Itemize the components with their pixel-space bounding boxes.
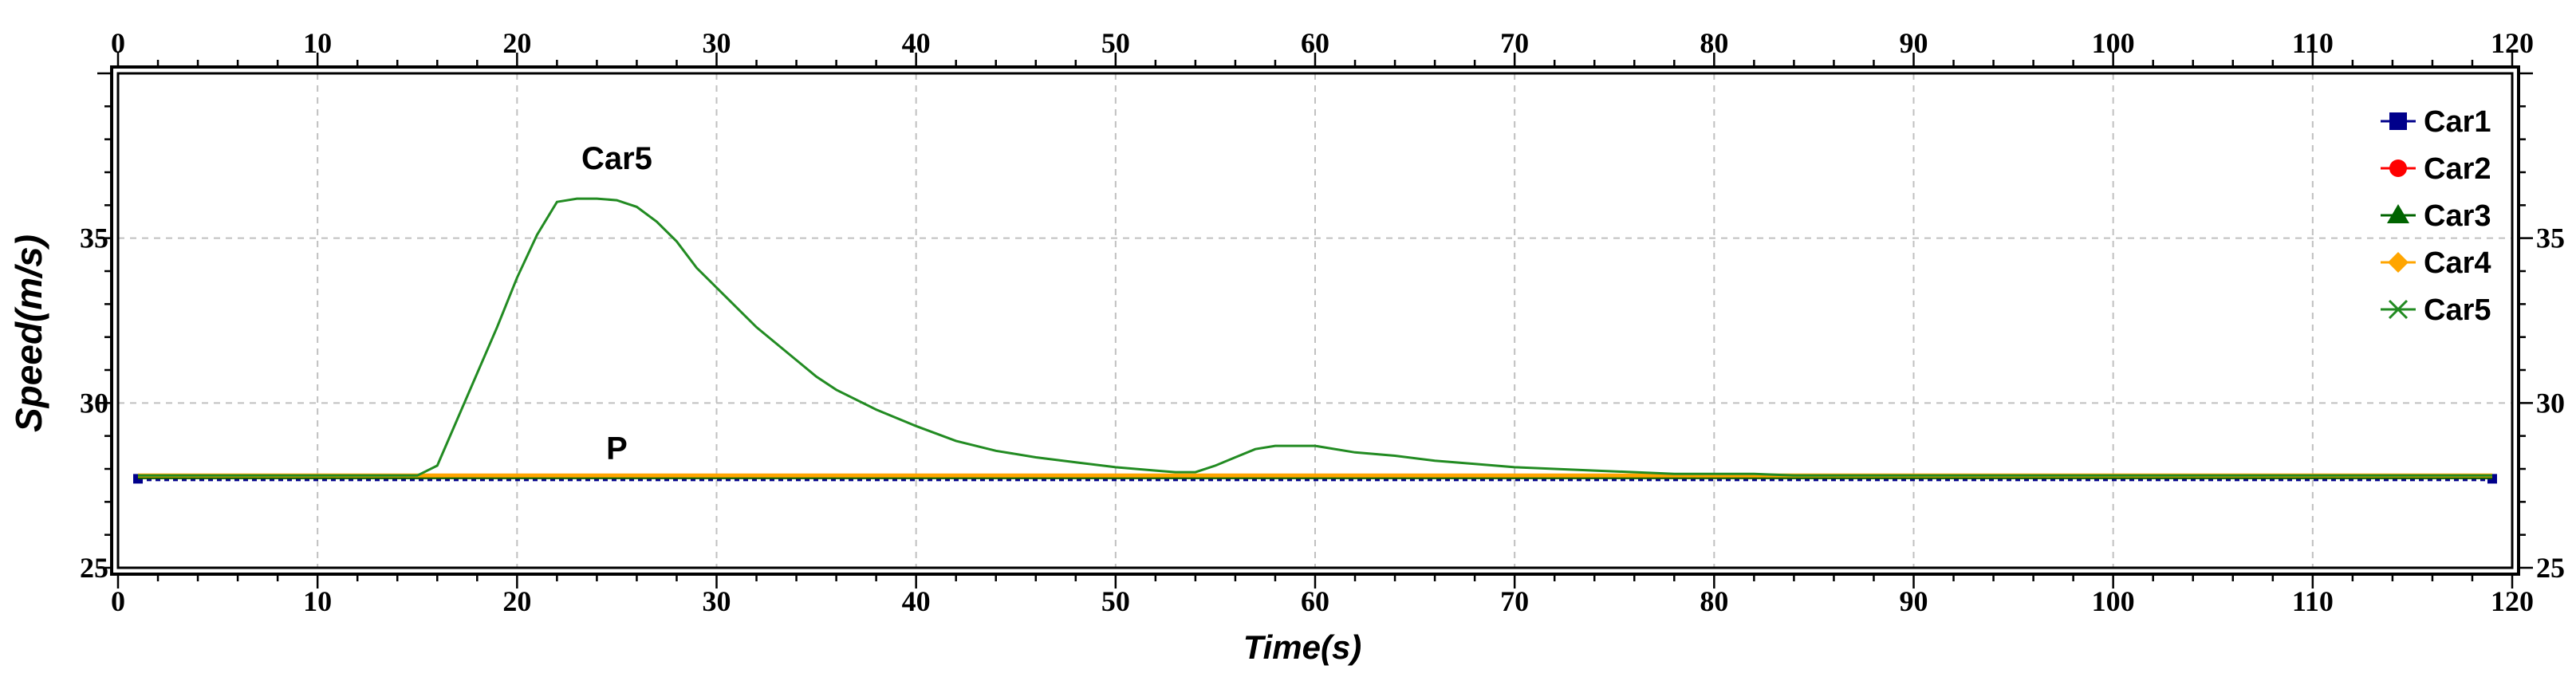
legend-item-car1: Car1 [2381,105,2491,139]
x-tick-label-bottom: 40 [902,585,931,617]
x-tick-label-bottom: 80 [1700,585,1728,617]
x-tick-label-bottom: 20 [502,585,531,617]
legend-marker-x [2388,299,2409,320]
x-tick-label-bottom: 60 [1301,585,1329,617]
x-tick-label-bottom: 90 [1900,585,1928,617]
legend-marker-square [2389,112,2407,130]
legend-label: Car5 [2424,293,2491,327]
legend-item-car2: Car2 [2381,152,2491,186]
x-tick-label-bottom: 30 [703,585,731,617]
legend-label: Car1 [2424,105,2491,139]
x-tick-label-top: 30 [703,27,731,59]
y-tick-label-left: 30 [80,387,108,419]
x-tick-label-bottom: 100 [2092,585,2135,617]
x-tick-label-top: 40 [902,27,931,59]
legend-label: Car2 [2424,152,2491,186]
x-tick-label-top: 80 [1700,27,1728,59]
legend: Car1 Car2 Car3 Car4 Car5 [2381,105,2491,327]
y-tick-label-left: 25 [80,552,108,584]
x-tick-label-top: 20 [502,27,531,59]
legend-item-car4: Car4 [2381,246,2491,280]
x-tick-label-top: 70 [1500,27,1529,59]
annotations: Car5 P [581,141,652,467]
x-tick-label-top: 120 [2491,27,2534,59]
grid [118,73,2512,568]
legend-item-car5: Car5 [2381,293,2491,327]
y-tick-label-right: 30 [2536,387,2565,419]
x-tick-label-top: 100 [2092,27,2135,59]
x-tick-label-bottom: 50 [1101,585,1130,617]
x-tick-label-top: 0 [111,27,125,59]
x-tick-label-bottom: 120 [2491,585,2534,617]
legend-item-car3: Car3 [2381,199,2491,233]
legend-marker-triangle [2387,204,2409,223]
legend-marker-diamond [2388,252,2409,273]
x-tick-label-bottom: 0 [111,585,125,617]
axis-ticks: 0 0 10 10 20 20 30 30 40 40 50 50 60 60 70 70 80 80 90 90 10… [80,27,2565,617]
y-axis-title: Speed(m/s) [8,234,49,432]
x-tick-label-top: 50 [1101,27,1130,59]
inner-frame [116,72,2514,569]
x-tick-label-bottom: 110 [2292,585,2334,617]
annotation-label: Car5 [581,141,652,176]
legend-label: Car3 [2424,199,2491,233]
y-tick-label-left: 35 [80,222,108,254]
x-axis-title: Time(s) [1243,628,1362,666]
legend-label: Car4 [2424,246,2491,280]
y-tick-label-right: 25 [2536,552,2565,584]
annotation-label: P [606,431,628,467]
x-tick-label-bottom: 70 [1500,585,1529,617]
y-tick-label-right: 35 [2536,222,2565,254]
series-lines [133,197,2497,484]
x-tick-label-top: 60 [1301,27,1329,59]
x-tick-label-top: 10 [303,27,332,59]
x-tick-label-top: 110 [2292,27,2334,59]
x-tick-label-top: 90 [1900,27,1928,59]
legend-marker-circle [2389,159,2407,177]
series-line-car5 [138,197,2492,477]
x-tick-label-bottom: 10 [303,585,332,617]
